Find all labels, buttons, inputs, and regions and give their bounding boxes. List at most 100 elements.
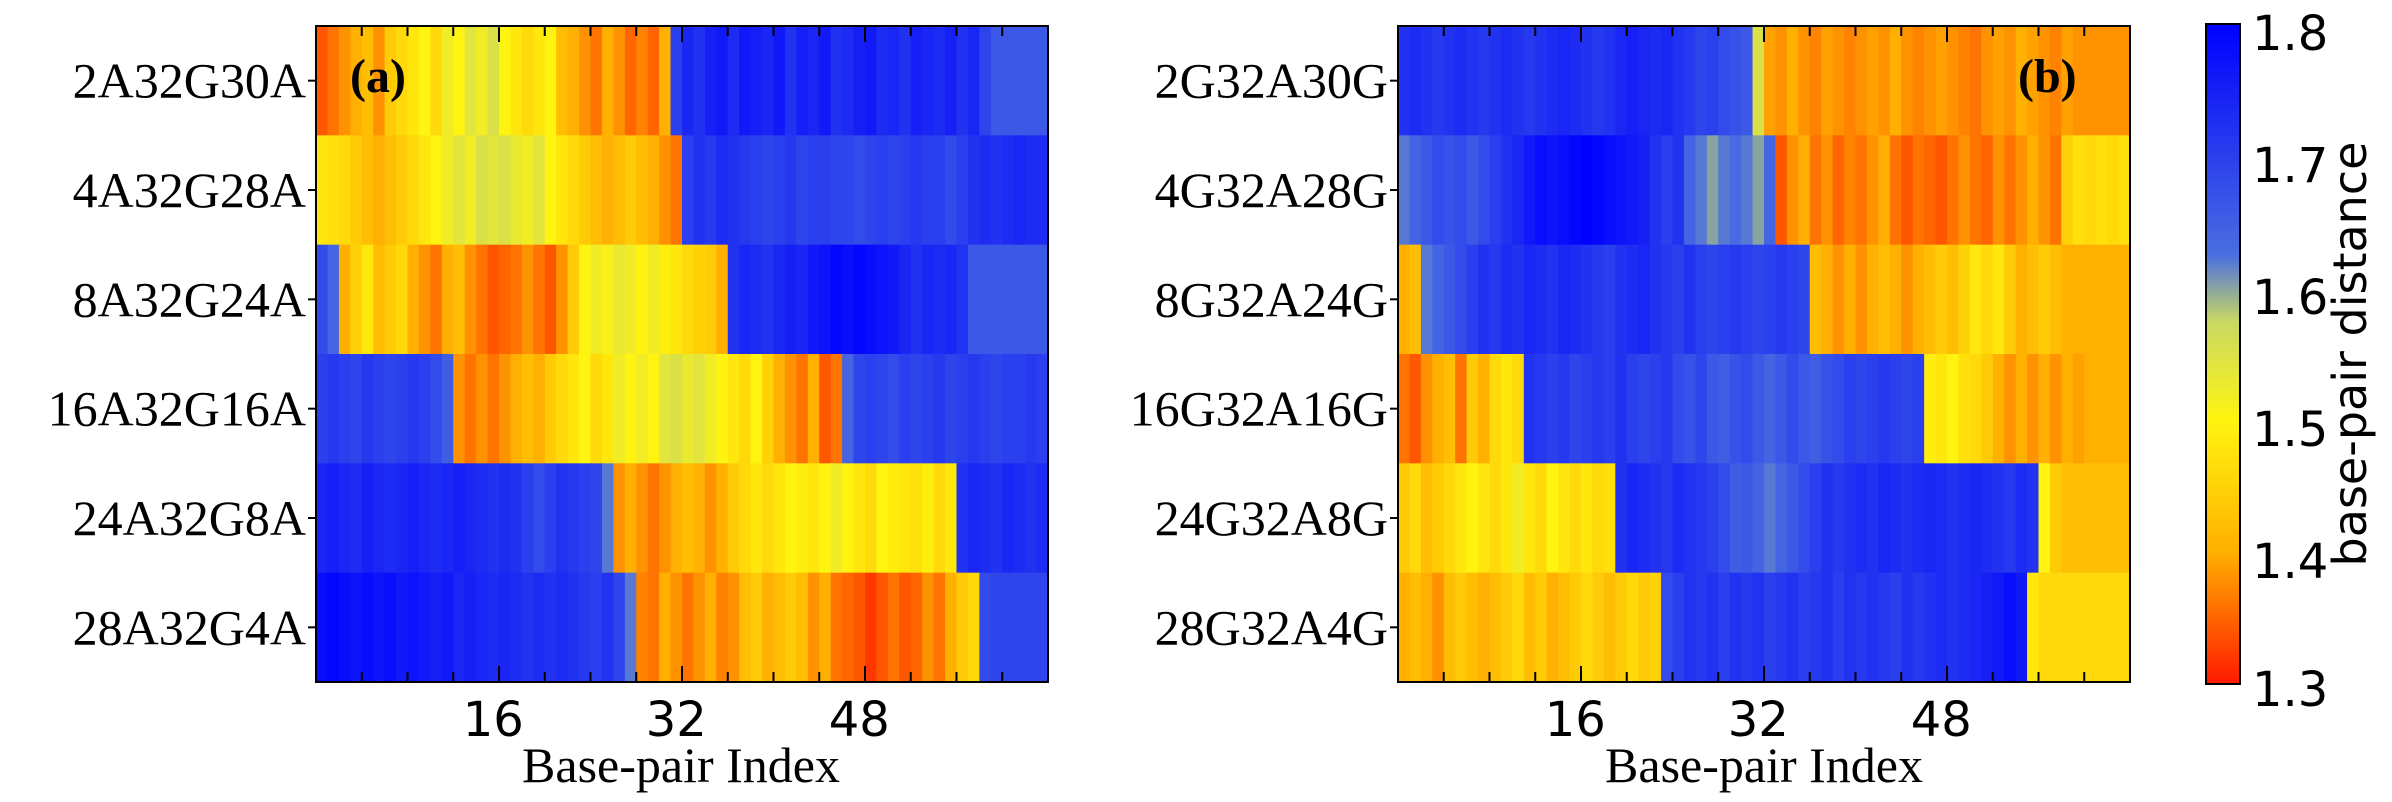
heatmap-cell [1775,354,1788,464]
heatmap-cell [361,572,374,683]
panel-label-b: (b) [2018,50,2077,103]
heatmap-cell [2038,26,2051,136]
heatmap-cell [956,244,969,355]
heatmap-cell [1603,135,1616,246]
heatmap-cell [2084,572,2097,683]
heatmap-cell [1420,572,1433,683]
heatmap-cell [1741,26,1754,136]
heatmap-cell [659,572,672,683]
heatmap-cell [704,244,717,355]
heatmap-cell [1935,135,1948,246]
heatmap-cell [567,354,580,464]
heatmap-cell [693,244,706,355]
heatmap-cell [556,572,569,683]
heatmap-cell [2061,463,2074,574]
heatmap-cell [1683,244,1696,355]
heatmap-cell [693,463,706,574]
heatmap-cell [441,135,454,246]
heatmap-cell [533,26,546,136]
heatmap-cell [579,244,592,355]
heatmap-cell [933,572,946,683]
heatmap-cell [316,572,329,683]
heatmap-cell [1638,244,1651,355]
heatmap-cell [750,244,763,355]
heatmap-cell [1878,354,1891,464]
heatmap-cell [876,135,889,246]
heatmap-cell [1013,572,1026,683]
heatmap-cell [1786,572,1799,683]
heatmap-cell [499,244,512,355]
heatmap-cell [2049,463,2062,574]
heatmap-cell [1981,26,1994,136]
heatmap-cell [2061,354,2074,464]
heatmap-cell [2107,572,2120,683]
heatmap-cell [1992,463,2005,574]
heatmap-cell [1409,135,1422,246]
heatmap-cell [510,463,523,574]
heatmap-cell [1718,463,1731,574]
heatmap-cell [510,572,523,683]
heatmap-cell [601,354,614,464]
heatmap-cell [1420,135,1433,246]
heatmap-cell [1558,26,1571,136]
heatmap-cell [510,26,523,136]
heatmap-cell [1478,572,1491,683]
heatmap-cell [682,135,695,246]
row-label: 28G32A4G [1155,599,1388,655]
heatmap-cell [613,572,626,683]
heatmap-cell [521,354,534,464]
heatmap-cell [1512,26,1525,136]
heatmap-cell [1912,26,1925,136]
heatmap-cell [1844,354,1857,464]
heatmap-cell [1455,26,1468,136]
heatmap-cell [1672,463,1685,574]
heatmap-cell [373,572,386,683]
colorbar-label: base-pair distance [2323,142,2377,567]
heatmap-cell [979,572,992,683]
heatmap-cell [1821,572,1834,683]
heatmap-cell [487,463,500,574]
heatmap-cell [1672,354,1685,464]
heatmap-cell [2084,463,2097,574]
heatmap-cell [556,26,569,136]
heatmap-cell [590,354,603,464]
heatmap-cell [384,354,397,464]
heatmap-cell [750,463,763,574]
heatmap-cell [1025,135,1038,246]
heatmap-cell [613,135,626,246]
heatmap-cell [1832,244,1845,355]
heatmap-cell [1832,354,1845,464]
heatmap-cell [762,354,775,464]
heatmap-cell [2004,26,2017,136]
heatmap-cell [1992,572,2005,683]
heatmap-cell [773,135,786,246]
heatmap-cell [1409,463,1422,574]
heatmap-cell [544,572,557,683]
heatmap-cell [2061,135,2074,246]
heatmap-cell [1432,26,1445,136]
colorbar-tick-1.5: 1.5 [2252,402,2328,458]
heatmap-cell [2038,572,2051,683]
heatmap-cell [922,244,935,355]
x-axis-label-b: Base-pair Index [1605,737,1923,793]
heatmap-cell [853,354,866,464]
heatmap-cell [464,244,477,355]
heatmap-cell [1809,572,1822,683]
row-label: 2G32A30G [1155,53,1388,109]
heatmap-cell [762,463,775,574]
heatmap-cell [830,463,843,574]
heatmap-cell [876,572,889,683]
heatmap-cell [510,354,523,464]
heatmap-cell [922,572,935,683]
x-tick-label: 32 [646,692,707,748]
heatmap-cell [1649,463,1662,574]
heatmap-cell [1512,354,1525,464]
heatmap-cell [1523,572,1536,683]
heatmap-cell [1478,26,1491,136]
heatmap-cell [693,26,706,136]
heatmap-cell [727,26,740,136]
heatmap-cell [1729,354,1742,464]
heatmap-cell [933,135,946,246]
heatmap-cell [784,244,797,355]
heatmap-cell [1695,572,1708,683]
